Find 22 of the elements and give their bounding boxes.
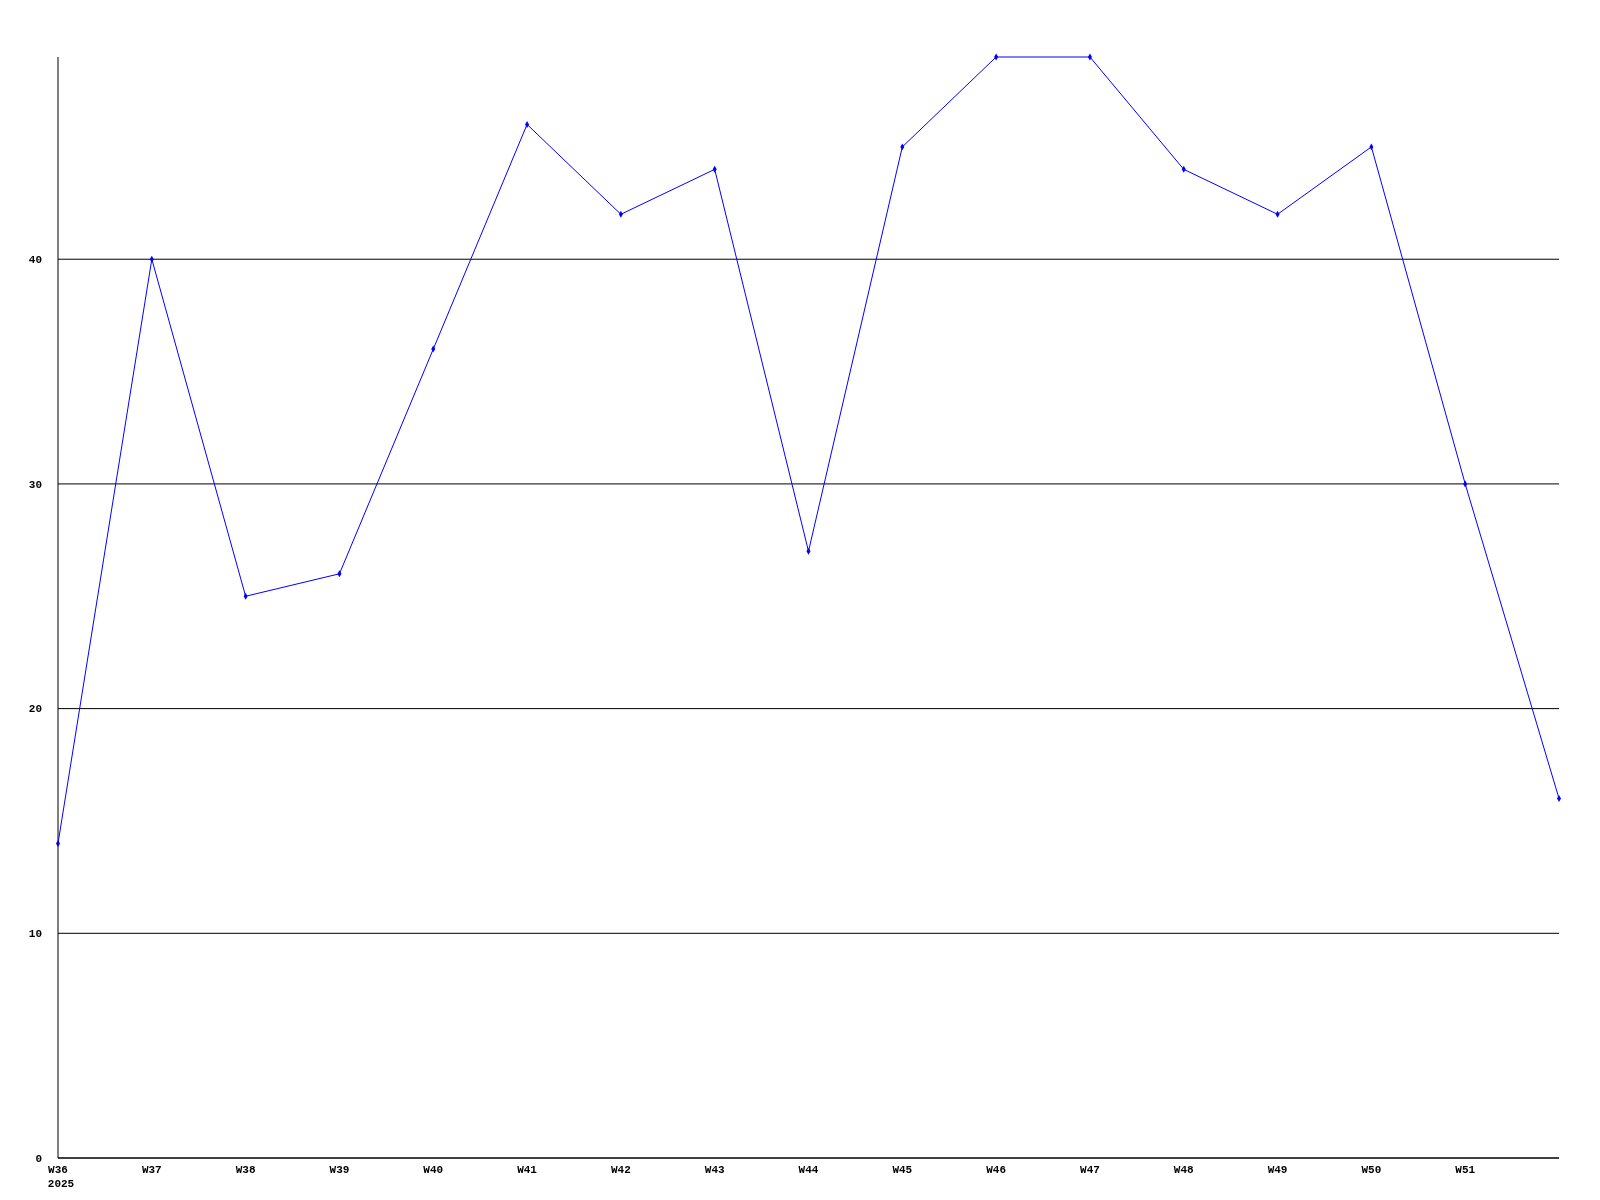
x-tick-label: W48 xyxy=(1173,1164,1195,1176)
x-tick-label: W47 xyxy=(1080,1164,1100,1176)
x-tick-label: W46 xyxy=(986,1164,1007,1176)
text: 2025 xyxy=(47,1178,75,1190)
y-tick-label: 40 xyxy=(28,254,42,267)
x-tick-label: W40 xyxy=(423,1164,444,1176)
y-tick-label: 30 xyxy=(28,478,42,491)
y-tick-label: 0 xyxy=(35,1152,42,1165)
x-tick-label: W50 xyxy=(1361,1164,1382,1176)
x-tick-label: W37 xyxy=(141,1164,162,1176)
y-tick-label: 10 xyxy=(28,928,42,941)
x-tick-label: W45 xyxy=(892,1164,913,1176)
x-tick-label: W39 xyxy=(329,1164,350,1176)
x-tick-label: W41 xyxy=(517,1164,538,1176)
y-tick-label: 20 xyxy=(28,703,42,716)
x-tick-label: W43 xyxy=(704,1164,725,1176)
x-tick-label: W42 xyxy=(610,1164,631,1176)
x-tick-label: W51 xyxy=(1455,1164,1476,1176)
x-tick-label: W49 xyxy=(1267,1164,1288,1176)
x-tick-label: W44 xyxy=(798,1164,819,1176)
x-tick-label: W38 xyxy=(235,1164,256,1176)
x-tick-label: W36 xyxy=(48,1164,68,1176)
